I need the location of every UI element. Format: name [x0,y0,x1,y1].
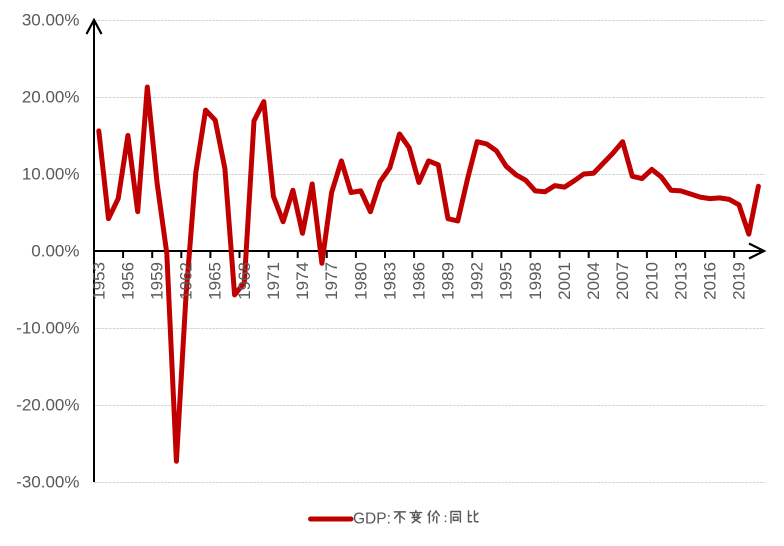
svg-text:1986: 1986 [409,262,428,300]
svg-text:2004: 2004 [584,262,603,300]
svg-text:-10.00%: -10.00% [16,319,79,338]
svg-text:2013: 2013 [671,262,690,300]
svg-text:1971: 1971 [264,262,283,300]
svg-text:1959: 1959 [148,262,167,300]
svg-text:1953: 1953 [89,262,108,300]
svg-text:GDP:: GDP: [353,511,391,528]
svg-text:1983: 1983 [380,262,399,300]
svg-text:2007: 2007 [613,262,632,300]
svg-text:0.00%: 0.00% [31,242,79,261]
svg-text:1989: 1989 [439,262,458,300]
svg-text:-30.00%: -30.00% [16,473,79,492]
svg-text:2010: 2010 [642,262,661,300]
svg-text:2001: 2001 [555,262,574,300]
svg-text:2019: 2019 [730,262,749,300]
svg-text:1965: 1965 [206,262,225,300]
svg-text:1962: 1962 [177,262,196,300]
svg-text:20.00%: 20.00% [22,88,80,107]
svg-text:2016: 2016 [700,262,719,300]
svg-text:10.00%: 10.00% [22,165,80,184]
svg-text:30.00%: 30.00% [22,11,80,30]
svg-text:1998: 1998 [526,262,545,300]
svg-text:1992: 1992 [468,262,487,300]
svg-text:1968: 1968 [235,262,254,300]
svg-text:1980: 1980 [351,262,370,300]
svg-text:-20.00%: -20.00% [16,396,79,415]
svg-text:1956: 1956 [118,262,137,300]
svg-text:1977: 1977 [322,262,341,300]
svg-text:1995: 1995 [497,262,516,300]
svg-text:1974: 1974 [293,262,312,300]
